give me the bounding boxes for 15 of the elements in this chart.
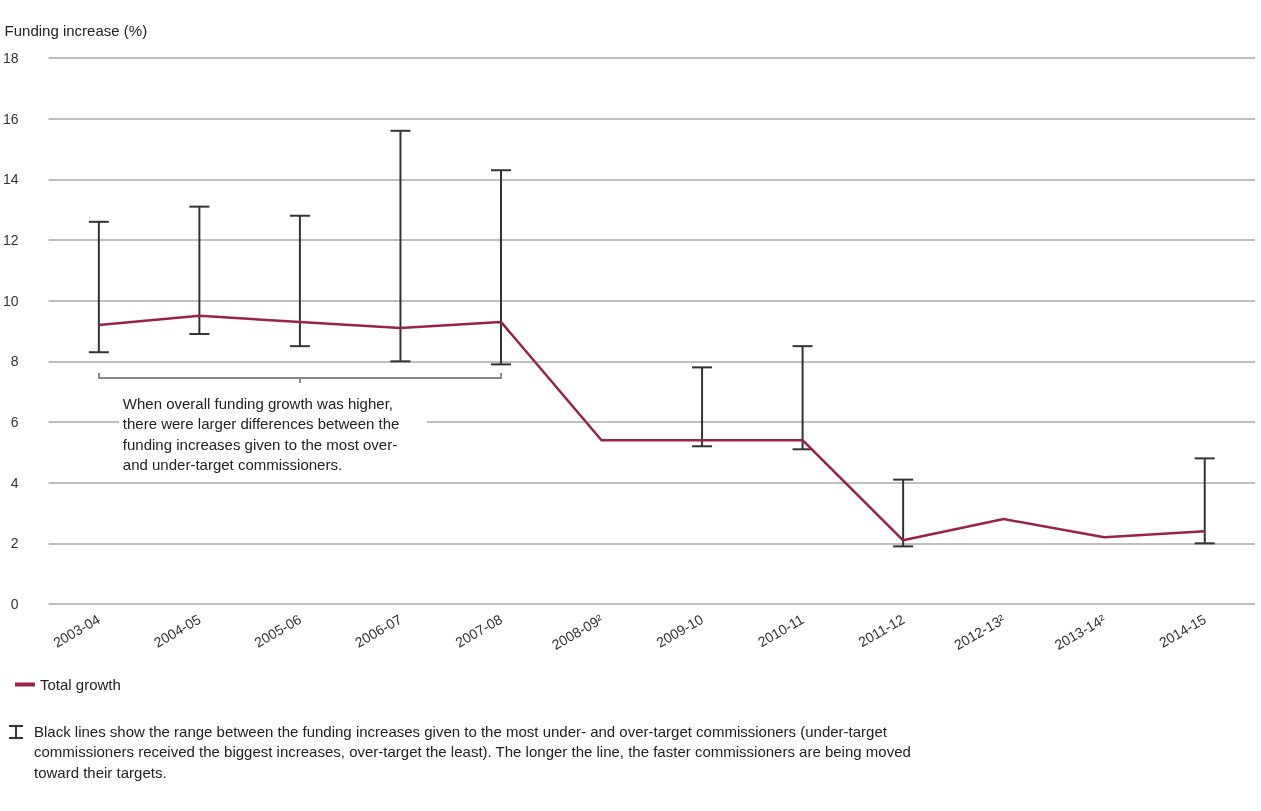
y-tick-label: 10 [2, 292, 19, 309]
y-tick-label: 4 [10, 474, 19, 491]
y-tick-label: 2 [10, 535, 19, 552]
y-tick-label: 8 [10, 353, 19, 370]
y-tick-label: 14 [2, 171, 19, 188]
text: Black lines show the range between the funding increases given to the most under- and over-target commissioners (under-target commissioners received the biggest increases, over-target the least). The longer the line, the faster commissioners are being moved toward their targets. [34, 722, 912, 783]
y-tick-label: 18 [2, 50, 19, 66]
y-axis-title: Funding increase (%) [4, 22, 148, 39]
y-tick-label: 16 [2, 110, 19, 127]
y-tick-label: 0 [10, 596, 19, 612]
y-tick-label: 12 [2, 232, 19, 248]
legend-label: Total growth [40, 676, 121, 693]
line-series [97, 314, 1206, 542]
y-tick-label: 6 [10, 414, 19, 430]
annotation: When overall funding growth was higher, there were larger differences between the funding increases given to the most over- and under-target commissioners. [118, 394, 427, 475]
